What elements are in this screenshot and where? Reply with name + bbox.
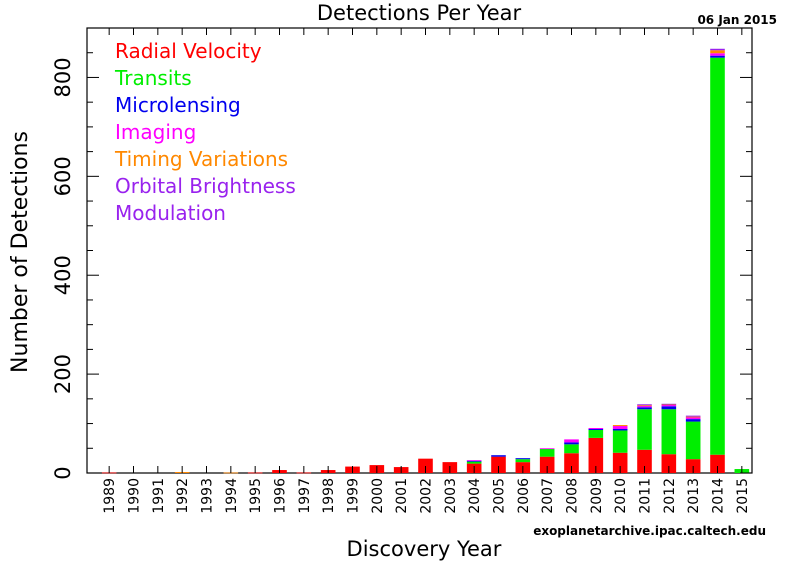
- x-tick-label: 1991: [151, 478, 167, 514]
- bar-segment: [612, 428, 628, 431]
- bar-segment: [515, 459, 531, 463]
- bar-segment: [637, 407, 652, 410]
- x-tick-label: 1990: [127, 478, 143, 514]
- bar-segment: [710, 53, 725, 56]
- legend-entry: Timing Variations: [114, 147, 288, 171]
- bar-segment: [564, 453, 579, 473]
- bar-segment: [612, 425, 628, 427]
- x-tick-label: 2008: [565, 478, 581, 514]
- bar-segment: [661, 454, 677, 473]
- bar-segment: [564, 444, 579, 454]
- x-tick-label: 2003: [443, 478, 459, 514]
- legend-entry: Transits: [114, 66, 192, 90]
- x-tick-label: 2015: [735, 478, 751, 514]
- x-tick-label: 1989: [102, 478, 118, 514]
- bar-segment: [710, 55, 725, 58]
- bar-segment: [466, 460, 482, 461]
- bar-segment: [661, 404, 677, 407]
- y-tick-label: 600: [51, 156, 75, 196]
- x-tick-label: 2010: [613, 478, 629, 514]
- y-tick-label: 0: [51, 466, 75, 479]
- legend-entry: Radial Velocity: [115, 39, 262, 63]
- x-tick-label: 2002: [419, 478, 435, 514]
- x-tick-label: 1997: [297, 478, 313, 514]
- legend-entry: Imaging: [115, 120, 196, 144]
- x-tick-label: 2012: [662, 478, 678, 514]
- bar-segment: [539, 456, 555, 473]
- bar-segment: [637, 449, 652, 473]
- y-tick-label: 200: [51, 354, 75, 394]
- x-tick-label: 2006: [516, 478, 532, 514]
- date-label: 06 Jan 2015: [697, 13, 777, 27]
- x-tick-label: 1993: [200, 478, 216, 514]
- credit-label: exoplanetarchive.ipac.caltech.edu: [533, 524, 766, 538]
- y-tick-label: 800: [51, 57, 75, 97]
- y-axis: 0 200 400 600 800: [51, 27, 752, 480]
- bar-segment: [539, 448, 555, 457]
- bars-group: [101, 48, 750, 474]
- bar-segment: [491, 456, 506, 473]
- x-tick-label: 1995: [248, 478, 264, 514]
- bar-segment: [661, 409, 677, 455]
- bar-segment: [612, 452, 628, 473]
- bar-segment: [685, 419, 701, 422]
- legend: Radial Velocity Transits Microlensing Imagi…: [114, 39, 296, 225]
- bar-segment: [588, 437, 604, 473]
- x-tick-label: 2014: [711, 478, 727, 514]
- x-tick-label: 1999: [346, 478, 362, 514]
- bar-segment: [515, 458, 531, 460]
- bar-segment: [685, 415, 701, 417]
- legend-entry: Modulation: [115, 201, 226, 225]
- x-tick-label: 1992: [175, 478, 191, 514]
- bar-segment: [612, 426, 628, 429]
- x-tick-label: 2005: [492, 478, 508, 514]
- x-tick-label: 2009: [589, 478, 605, 514]
- y-tick-label: 400: [51, 255, 75, 295]
- x-tick-label: 2001: [394, 478, 410, 514]
- bar-segment: [637, 405, 652, 408]
- x-tick-label: 2007: [540, 478, 556, 514]
- bar-segment: [539, 448, 555, 450]
- bar-segment: [612, 430, 628, 453]
- bar-segment: [685, 417, 701, 420]
- x-tick-label: 2013: [686, 478, 702, 514]
- x-tick-label: 1996: [273, 478, 289, 514]
- x-tick-label: 2000: [370, 478, 386, 514]
- x-axis-title: Discovery Year: [347, 537, 502, 561]
- bar-segment: [588, 428, 604, 429]
- bar-segment: [588, 429, 604, 438]
- x-tick-label: 2011: [638, 478, 654, 514]
- bar-segment: [710, 454, 725, 473]
- bar-segment: [661, 404, 677, 406]
- x-tick-label: 2004: [467, 478, 483, 514]
- bar-segment: [710, 50, 725, 54]
- bar-segment: [466, 460, 482, 462]
- x-tick-label: 1994: [224, 478, 240, 514]
- bar-segment: [710, 48, 725, 51]
- bar-segment: [466, 461, 482, 464]
- bar-segment: [418, 458, 433, 473]
- y-axis-title: Number of Detections: [8, 131, 33, 373]
- bar-segment: [685, 421, 701, 460]
- bar-segment: [637, 405, 652, 407]
- bar-segment: [710, 57, 725, 455]
- bar-segment: [491, 455, 506, 457]
- bar-segment: [637, 404, 652, 406]
- chart-title: Detections Per Year: [317, 1, 522, 25]
- bar-segment: [661, 406, 677, 410]
- x-axis: 1989 1990 1991 1992 1993 1994 1995 1996 1997 1998…: [102, 28, 751, 514]
- bar-segment: [564, 439, 579, 443]
- legend-entry: Microlensing: [115, 93, 241, 117]
- bar-segment: [661, 403, 677, 405]
- x-tick-label: 1998: [321, 478, 337, 514]
- bar-segment: [588, 428, 604, 430]
- bar-segment: [685, 416, 701, 418]
- bar-segment: [564, 442, 579, 445]
- bar-segment: [637, 409, 652, 450]
- legend-entry: Orbital Brightness: [115, 174, 296, 198]
